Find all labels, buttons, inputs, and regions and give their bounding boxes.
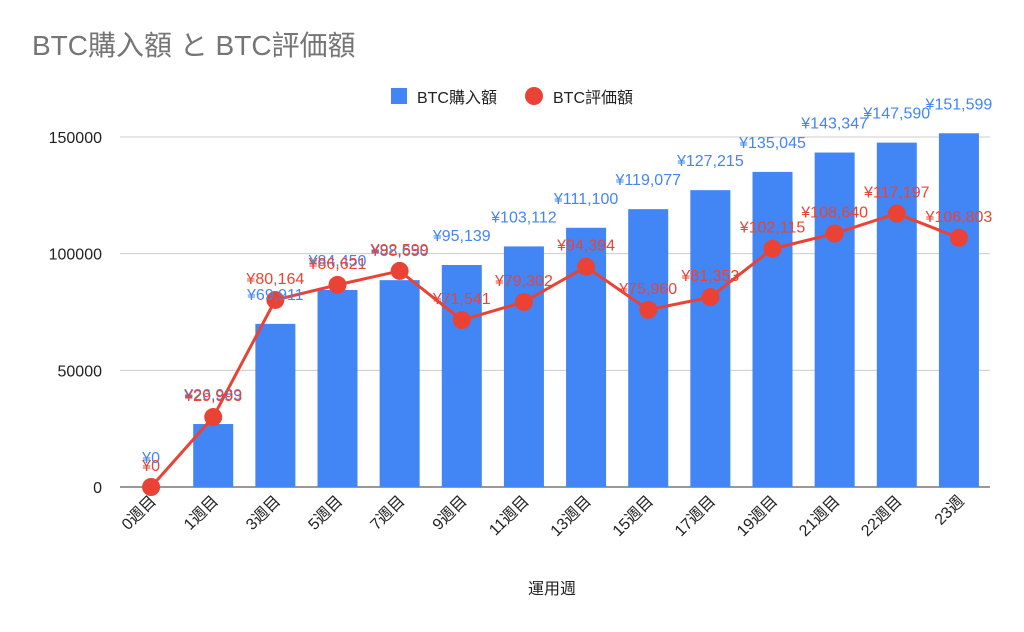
line-point	[887, 204, 906, 223]
x-tick-label: 1週目	[180, 492, 222, 534]
bar-data-label: ¥103,112	[490, 209, 557, 226]
line-point	[266, 290, 285, 309]
line-point	[204, 408, 223, 427]
bar	[503, 246, 544, 487]
x-tick-label: 15週目	[609, 492, 657, 540]
line-data-label: ¥117,197	[863, 185, 930, 202]
line-data-label: ¥92,599	[370, 242, 429, 259]
legend-item-bar-series[interactable]: BTC購入額	[390, 84, 497, 108]
bar-series	[193, 133, 979, 488]
series-line	[149, 211, 960, 488]
bar	[317, 289, 358, 487]
line-data-label: ¥0	[141, 458, 160, 475]
y-tick-label: 100000	[49, 247, 102, 264]
x-tick-label: 19週目	[733, 492, 781, 540]
bar-data-label: ¥26,989	[183, 387, 242, 404]
bar-data-label: ¥151,599	[925, 96, 993, 113]
bar-data-label: ¥69,911	[246, 287, 304, 304]
x-tick-label: 17週目	[671, 492, 719, 540]
line-data-label: ¥106,803	[925, 209, 993, 226]
bar	[441, 265, 482, 487]
line-point	[825, 224, 844, 243]
y-tick-label: 50000	[58, 363, 103, 380]
line-data-label: ¥71,541	[432, 291, 491, 308]
legend-label-bar-series: BTC購入額	[416, 90, 497, 107]
line-point	[390, 261, 409, 280]
bar	[814, 152, 855, 487]
line-point	[577, 257, 596, 276]
bar	[628, 209, 669, 487]
data-labels: ¥0 ¥26,989 ¥69,911¥84,450¥88,650¥95,139 ¥10…	[141, 96, 992, 475]
bar	[379, 280, 420, 487]
bar	[938, 133, 979, 488]
x-tick-label: 7週目	[367, 492, 409, 534]
line-data-label: ¥86,621	[308, 256, 367, 273]
legend-item-line-series[interactable]: BTC評価額	[525, 84, 633, 108]
legend-label-line-series: BTC評価額	[553, 90, 634, 107]
bar	[193, 424, 234, 487]
line-series	[142, 204, 968, 496]
line-point	[701, 288, 720, 307]
x-axis-title: 運用週	[528, 580, 576, 598]
x-tick-label: 9週目	[429, 492, 471, 534]
x-tick-label: 23週	[931, 492, 968, 529]
bar-data-label: ¥95,139	[432, 228, 491, 245]
line-data-label: ¥80,164	[245, 271, 304, 288]
legend-dot-swatch	[525, 87, 543, 105]
x-axis: 0週目 1週目 3週目 5週目 7週目 9週目 11週目 13週目 15週目 17週目 19週目 21…	[118, 492, 968, 540]
bar-data-label: ¥88,650	[370, 243, 429, 260]
y-tick-label: 0	[93, 480, 102, 497]
line-data-label: ¥75,960	[618, 281, 677, 298]
line-point	[142, 478, 161, 496]
bar-data-label: ¥143,347	[800, 116, 868, 133]
line-data-label: ¥108,640	[800, 205, 868, 222]
x-tick-label: 11週目	[486, 492, 533, 539]
bar-data-label: ¥0	[141, 450, 160, 467]
x-tick-label: 3週目	[243, 492, 285, 534]
bar	[752, 171, 793, 487]
bar	[255, 323, 296, 487]
bar	[690, 190, 731, 488]
line-point	[639, 300, 658, 319]
x-tick-label: 5週目	[305, 492, 347, 534]
legend: BTC購入額 BTC評価額	[0, 84, 1024, 108]
bar-data-label: ¥111,100	[553, 191, 618, 208]
x-tick-label: 21週目	[796, 492, 844, 540]
y-tick-label: 150000	[49, 130, 102, 147]
line-point	[452, 311, 471, 330]
line-data-label: ¥79,302	[494, 273, 553, 290]
bar-data-label: ¥119,077	[614, 172, 681, 189]
chart-title: BTC購入額 と BTC評価額	[32, 30, 356, 61]
bar-data-label: ¥147,590	[862, 106, 930, 123]
x-tick-label: 22週目	[858, 492, 906, 540]
line-data-label: ¥81,353	[680, 268, 739, 285]
line-data-label: ¥102,115	[739, 220, 806, 237]
line-point	[328, 275, 347, 294]
line-point	[949, 228, 968, 247]
legend-bar-swatch	[390, 88, 407, 104]
line-point	[514, 292, 533, 311]
bar	[876, 142, 917, 487]
x-tick-label: 0週目	[118, 492, 160, 534]
line-data-label: ¥29,993	[183, 388, 242, 405]
bar-data-label: ¥135,045	[738, 135, 806, 152]
x-tick-label: 13週目	[547, 492, 595, 540]
line-data-label: ¥94,394	[556, 238, 615, 255]
bar-data-label: ¥84,450	[308, 253, 367, 270]
line-point	[763, 239, 782, 258]
bar-data-label: ¥127,215	[676, 153, 744, 170]
